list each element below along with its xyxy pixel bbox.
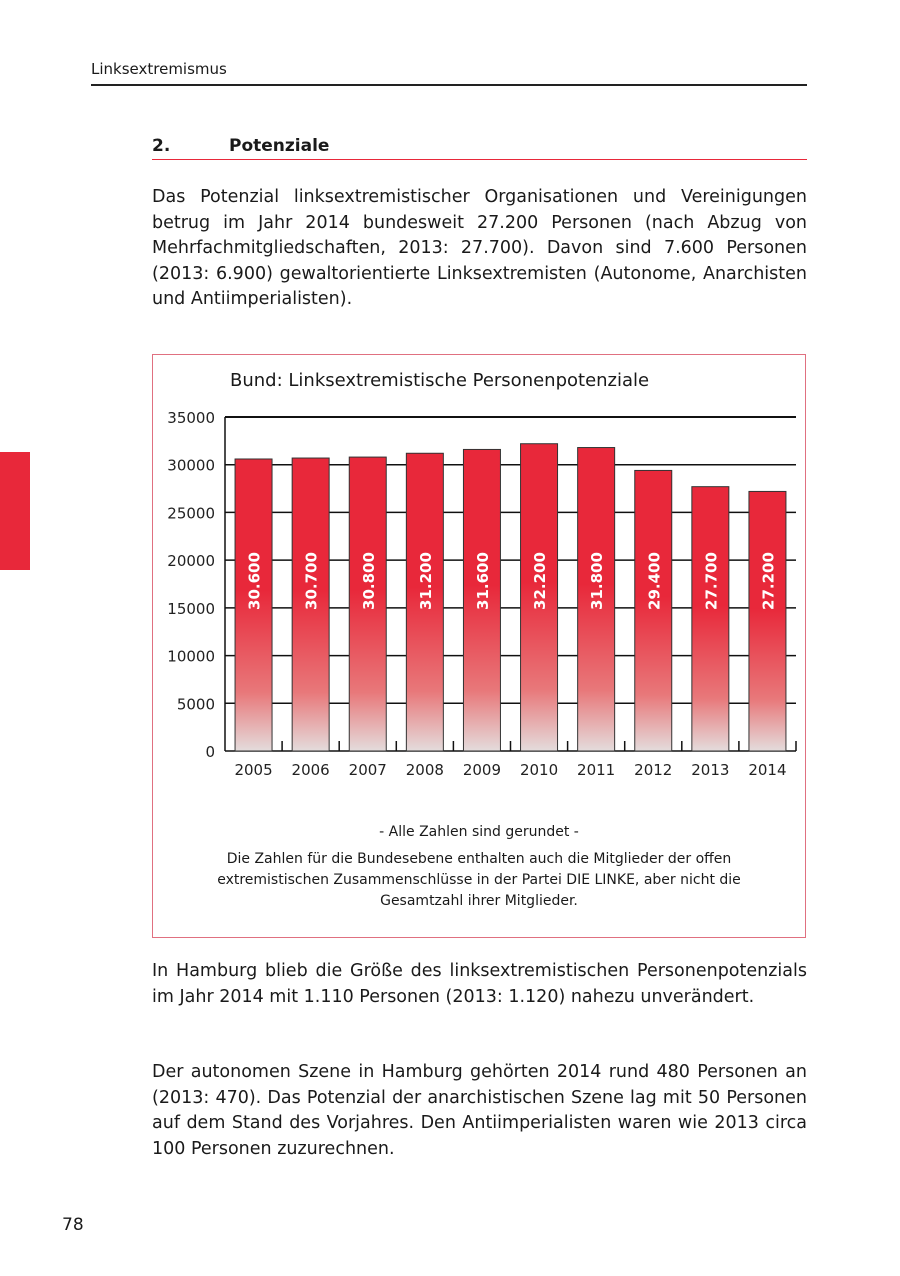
bar-data-label: 30.800 [360,552,378,610]
bar [462,448,501,752]
x-tick-label: 2005 [234,761,272,779]
y-tick-label: 25000 [167,504,215,522]
paragraph-1: Das Potenzial linksextremistischer Organ… [152,187,807,309]
chapter-tab-marker [0,452,30,570]
page-number: 78 [62,1215,84,1235]
paragraph-2: In Hamburg blieb die Größe des linksextr… [152,961,807,1007]
bar-data-label: 27.700 [702,552,720,610]
section-title: Potenziale [229,136,330,156]
y-tick-label: 15000 [167,600,215,618]
y-tick-label: 20000 [167,552,215,570]
x-tick-label: 2008 [406,761,444,779]
y-tick-label: 35000 [167,409,215,427]
chart-note-explanation: Die Zahlen für die Bundesebene enthalten… [217,851,741,909]
bar [748,490,787,752]
x-tick-label: 2013 [691,761,729,779]
bar [577,447,616,752]
section-number: 2. [152,136,171,156]
chart-title: Bund: Linksextremistische Personenpotenz… [230,370,650,391]
y-tick-label: 0 [205,743,215,761]
bar [634,469,673,752]
bar-data-label: 27.200 [759,552,777,610]
header-rule [91,84,807,86]
x-tick-label: 2006 [292,761,330,779]
x-tick-label: 2010 [520,761,558,779]
chart-note-rounded: - Alle Zahlen sind gerundet - [379,824,579,840]
bar [520,443,559,752]
bar-data-label: 31.800 [588,552,606,610]
bar [234,458,273,752]
section-rule [152,159,807,160]
bar-data-label: 30.600 [246,552,264,610]
x-tick-label: 2007 [349,761,387,779]
x-tick-label: 2009 [463,761,501,779]
chart-frame [152,354,806,938]
paragraph-3: Der autonomen Szene in Hamburg gehörten … [152,1062,807,1159]
bar [691,486,730,752]
bar-chart: 0 5000 10000 15000 20000 25000 30000 35000 30.60… [167,409,797,779]
bar-data-label: 32.200 [531,552,549,610]
bar-data-label: 29.400 [645,552,663,610]
y-tick-label: 30000 [167,457,215,475]
x-tick-label: 2012 [634,761,672,779]
bar [291,457,330,752]
bar-data-label: 31.200 [417,552,435,610]
bar [348,456,387,752]
bar-data-label: 31.600 [474,552,492,610]
running-header: Linksextremismus [91,60,227,78]
y-tick-label: 5000 [177,695,215,713]
x-tick-label: 2014 [748,761,786,779]
x-tick-label: 2011 [577,761,615,779]
bar [405,452,444,752]
y-tick-label: 10000 [167,648,215,666]
bar-data-label: 30.700 [303,552,321,610]
